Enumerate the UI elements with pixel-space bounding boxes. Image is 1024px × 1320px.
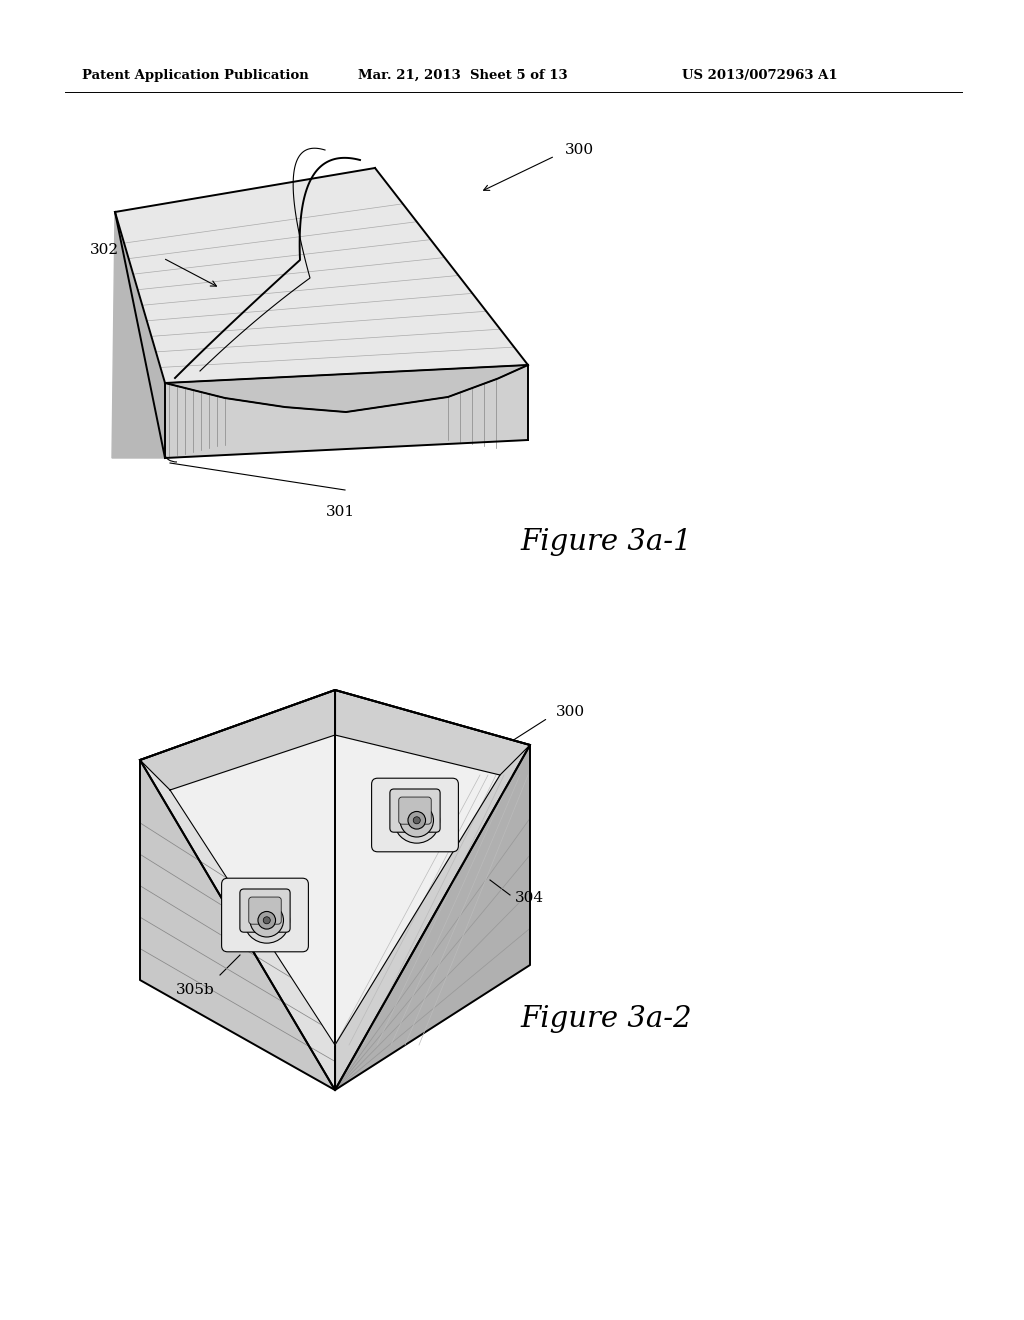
Circle shape [250, 904, 284, 937]
Polygon shape [140, 690, 530, 1090]
Circle shape [400, 804, 433, 837]
Polygon shape [112, 213, 165, 458]
Circle shape [394, 797, 439, 843]
Circle shape [408, 812, 426, 829]
Circle shape [263, 917, 270, 924]
Polygon shape [115, 168, 528, 383]
FancyBboxPatch shape [249, 898, 282, 924]
Text: 301: 301 [326, 506, 354, 519]
Circle shape [244, 898, 290, 944]
Text: US 2013/0072963 A1: US 2013/0072963 A1 [682, 69, 838, 82]
Polygon shape [140, 690, 335, 1090]
Text: Mar. 21, 2013  Sheet 5 of 13: Mar. 21, 2013 Sheet 5 of 13 [358, 69, 567, 82]
Text: 300: 300 [565, 143, 594, 157]
Text: 302: 302 [90, 243, 119, 257]
Text: 300: 300 [556, 705, 585, 719]
Text: Figure 3a-1: Figure 3a-1 [520, 528, 691, 556]
Text: Patent Application Publication: Patent Application Publication [82, 69, 309, 82]
Polygon shape [165, 366, 528, 412]
Polygon shape [335, 690, 530, 1090]
Polygon shape [170, 735, 500, 1045]
Circle shape [414, 817, 420, 824]
FancyBboxPatch shape [398, 797, 431, 824]
Polygon shape [140, 690, 530, 1090]
FancyBboxPatch shape [240, 888, 290, 932]
Polygon shape [165, 366, 528, 458]
Text: 305b: 305b [176, 983, 214, 997]
FancyBboxPatch shape [372, 779, 459, 851]
Circle shape [258, 912, 275, 929]
Text: 304: 304 [515, 891, 544, 906]
Text: 305a: 305a [369, 741, 407, 754]
FancyBboxPatch shape [221, 878, 308, 952]
FancyBboxPatch shape [390, 789, 440, 832]
Text: Figure 3a-2: Figure 3a-2 [520, 1005, 691, 1034]
